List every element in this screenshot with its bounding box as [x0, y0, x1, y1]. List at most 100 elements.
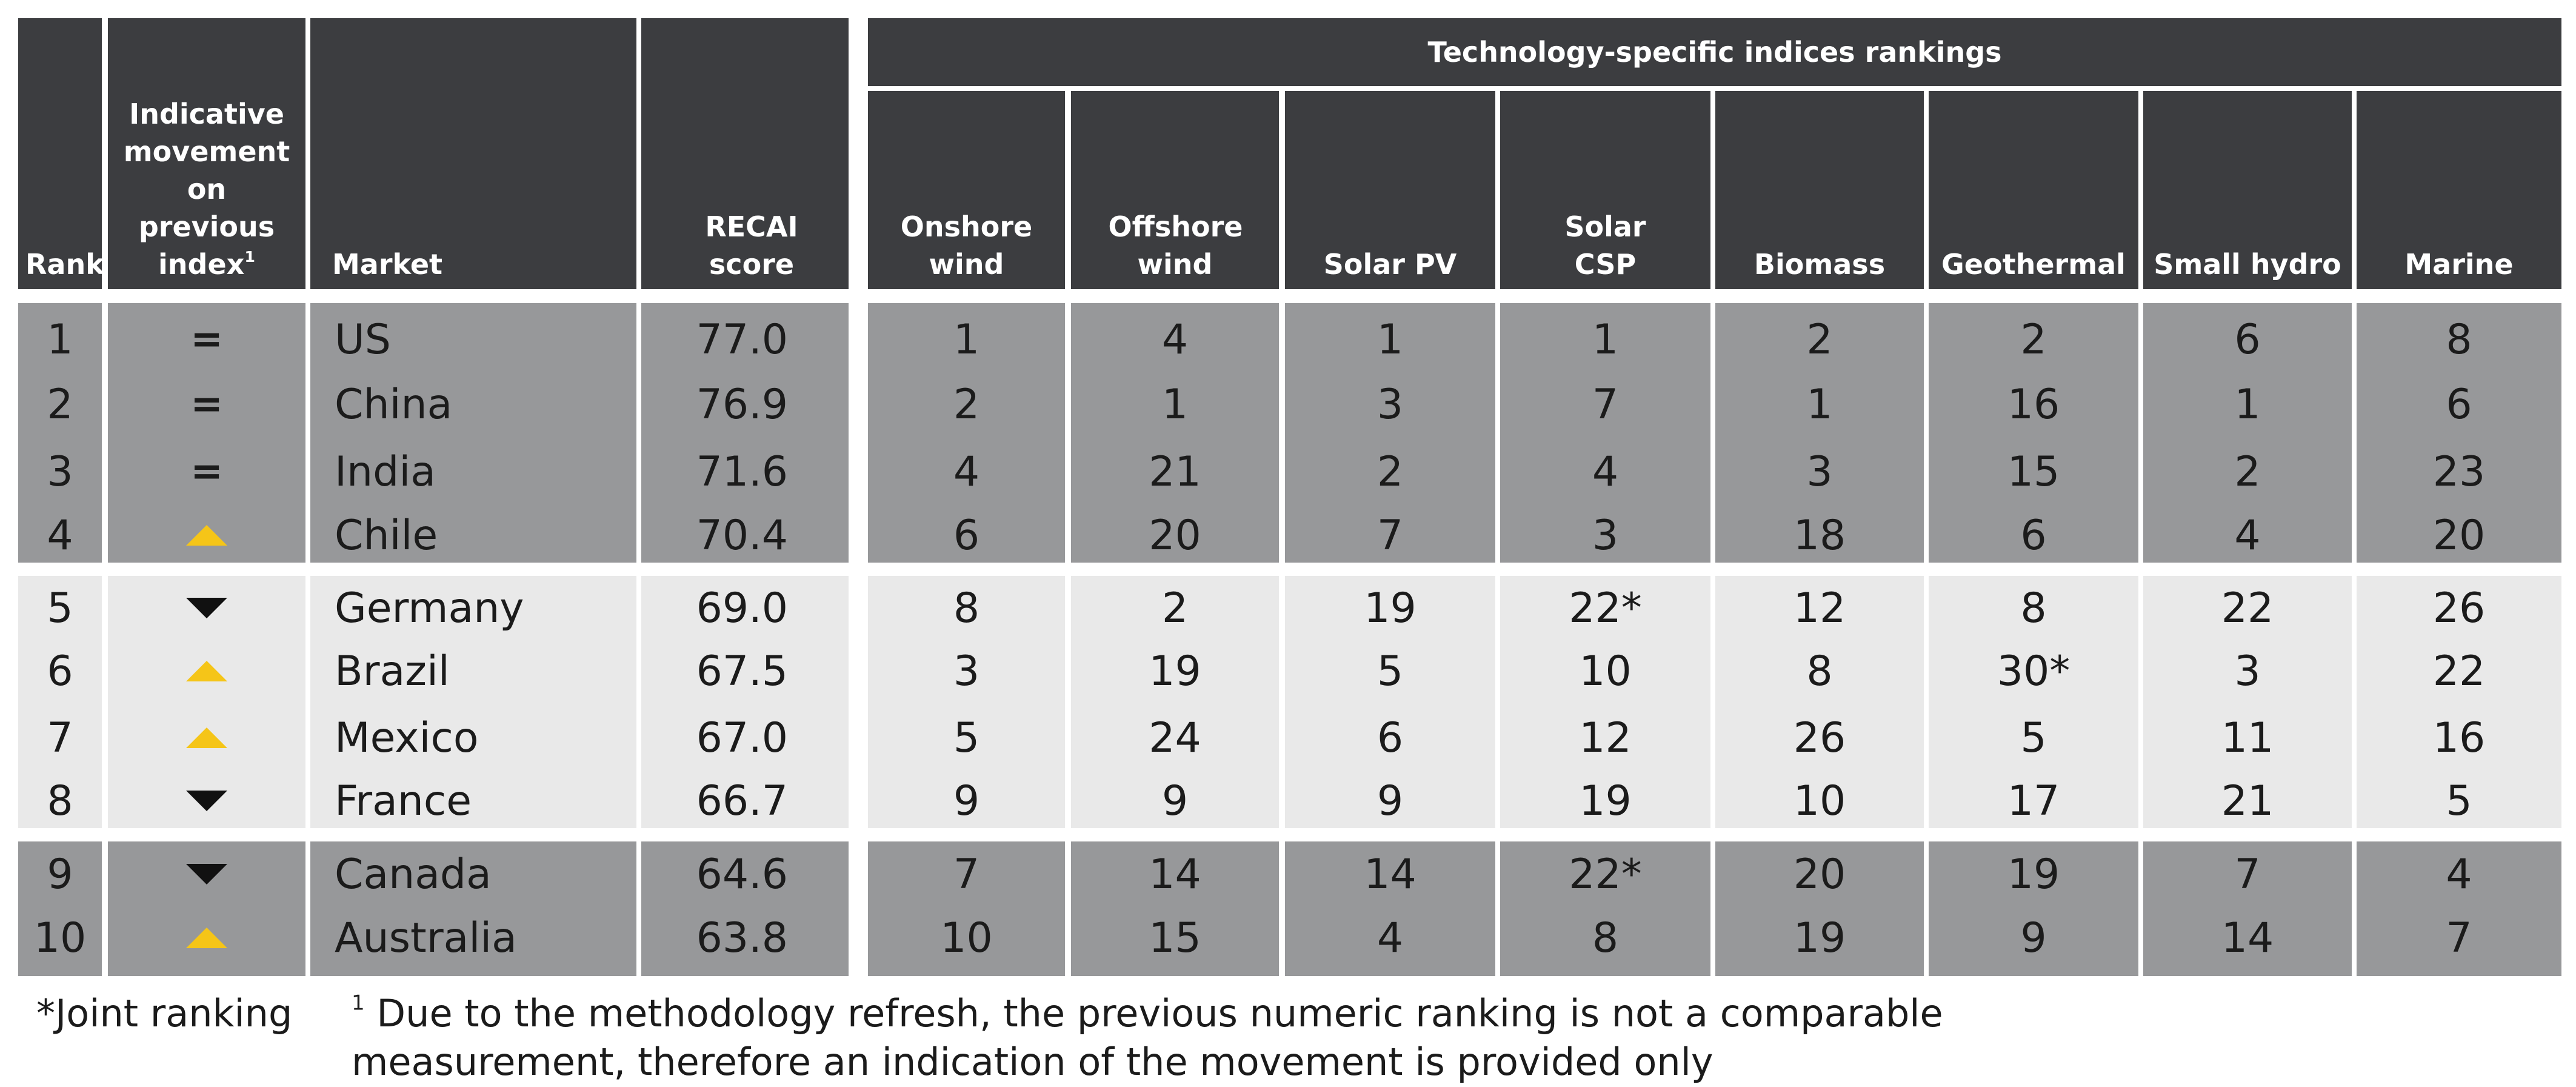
group-2-col-7-bg	[1500, 841, 1710, 976]
tech-rank-cell: 1	[1285, 308, 1495, 371]
tech-rank-value: 9	[1161, 777, 1189, 825]
tech-rank-value: 3	[1592, 511, 1619, 560]
tech-rank-cell: 8	[868, 577, 1065, 640]
market-name: France	[335, 777, 472, 825]
group-0-col-10-bg	[2143, 303, 2352, 563]
tech-rank-value: 19	[1579, 777, 1632, 825]
rank-cell: 10	[18, 906, 102, 969]
tech-rank-value: 6	[2446, 380, 2472, 429]
tech-rank-value: 8	[1806, 647, 1833, 695]
tech-rank-value: 15	[1149, 914, 1201, 962]
tech-rank-value: 17	[2007, 777, 2060, 825]
tech-rank-cell: 7	[2143, 843, 2352, 906]
rank-cell: 9	[18, 843, 102, 906]
tech-rank-cell: 8	[1929, 577, 2138, 640]
tech-rank-value: 20	[1149, 511, 1201, 560]
tech-rank-cell: 1	[1500, 308, 1710, 371]
tech-rank-cell: 14	[1071, 843, 1279, 906]
score-cell: 66.7	[641, 769, 849, 832]
tech-rank-cell: 26	[1715, 706, 1924, 769]
tech-rank-cell: 20	[1715, 843, 1924, 906]
tech-rank-value: 4	[1161, 315, 1189, 364]
tech-rank-cell: 2	[1071, 577, 1279, 640]
header-tech-text: Biomass	[1753, 248, 1886, 281]
tech-rank-cell: 16	[1929, 373, 2138, 436]
market-name: India	[335, 447, 436, 496]
tech-rank-cell: 5	[1929, 706, 2138, 769]
tech-rank-cell: 3	[1285, 373, 1495, 436]
group-0-col-3-bg	[641, 303, 849, 563]
tech-rank-value: 26	[2432, 584, 2486, 632]
tech-rank-value: 1	[953, 315, 980, 364]
tech-rank-value: 10	[1793, 777, 1846, 825]
tech-rank-cell: 22*	[1500, 843, 1710, 906]
rank-value: 2	[47, 380, 73, 429]
recai-score-value: 67.5	[696, 647, 788, 695]
tech-rank-cell: 22*	[1500, 577, 1710, 640]
footnote-line-1: Due to the methodology refresh, the prev…	[376, 991, 1943, 1035]
market-name: Australia	[335, 914, 517, 962]
header-rank-label: Rank	[25, 246, 104, 283]
tech-rank-cell: 12	[1500, 706, 1710, 769]
market-name: Chile	[335, 511, 438, 560]
header-market-text: Market	[332, 248, 443, 281]
tech-rank-value: 14	[1364, 850, 1416, 898]
tech-rank-value: 3	[1376, 380, 1404, 429]
methodology-footnote: 1 Due to the methodology refresh, the pr…	[352, 989, 1943, 1086]
tech-rank-value: 12	[1579, 714, 1632, 762]
tech-rank-cell: 4	[1071, 308, 1279, 371]
tech-rank-cell: 3	[868, 640, 1065, 703]
header-recai-score-text: RECAI score	[705, 210, 798, 281]
tech-rank-cell: 19	[1500, 769, 1710, 832]
tech-rank-value: 21	[1149, 447, 1201, 496]
tech-rank-value: 3	[1806, 447, 1833, 496]
tech-rank-cell: 19	[1071, 640, 1279, 703]
market-cell: China	[310, 373, 636, 436]
no-change-marker: =	[190, 449, 223, 494]
tech-rank-cell: 7	[1285, 504, 1495, 567]
header-market-label: Market	[332, 246, 442, 283]
tech-rank-value: 14	[2221, 914, 2274, 962]
group-0-col-6-bg	[1285, 303, 1495, 563]
tech-rank-cell: 2	[868, 373, 1065, 436]
score-cell: 71.6	[641, 440, 849, 503]
market-cell: Chile	[310, 504, 636, 567]
tech-rank-value: 15	[2007, 447, 2060, 496]
group-0-col-0-bg	[18, 303, 102, 563]
rank-value: 4	[47, 511, 73, 560]
recai-score-value: 64.6	[696, 850, 788, 898]
triangle-up-icon	[186, 928, 227, 948]
movement-cell: =	[108, 308, 305, 371]
tech-rank-value: 9	[2020, 914, 2047, 962]
rank-cell: 7	[18, 706, 102, 769]
header-recai-score: RECAI score	[641, 18, 849, 289]
header-rank: Rank	[18, 18, 104, 289]
score-cell: 64.6	[641, 843, 849, 906]
tech-rank-value: 12	[1793, 584, 1846, 632]
triangle-up-icon	[186, 661, 227, 681]
market-name: China	[335, 380, 453, 429]
tech-rank-value: 5	[2446, 777, 2472, 825]
group-2-col-10-bg	[2143, 841, 2352, 976]
header-tech-label: Solar PV	[1324, 246, 1457, 283]
movement-cell: =	[108, 440, 305, 503]
group-1-col-6-bg	[1285, 576, 1495, 828]
tech-group-title: Technology-specific indices rankings	[1427, 36, 2002, 69]
movement-cell	[108, 577, 305, 640]
market-name: Brazil	[335, 647, 450, 695]
tech-rank-cell: 5	[2357, 769, 2561, 832]
tech-rank-cell: 2	[1929, 308, 2138, 371]
rank-value: 9	[47, 850, 73, 898]
recai-score-value: 69.0	[696, 584, 788, 632]
tech-rank-value: 1	[2234, 380, 2261, 429]
tech-rank-cell: 18	[1715, 504, 1924, 567]
tech-rank-cell: 24	[1071, 706, 1279, 769]
tech-rank-value: 6	[2020, 511, 2047, 560]
triangle-up-icon	[186, 727, 227, 748]
tech-rank-cell: 21	[2143, 769, 2352, 832]
tech-rank-value: 1	[1161, 380, 1189, 429]
group-0-col-9-bg	[1929, 303, 2138, 563]
tech-rank-value: 2	[953, 380, 980, 429]
tech-rank-value: 4	[2234, 511, 2261, 560]
tech-rank-cell: 23	[2357, 440, 2561, 503]
